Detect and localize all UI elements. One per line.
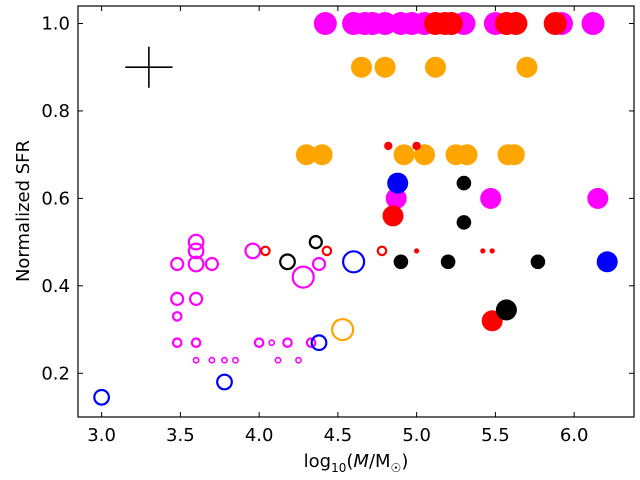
x-tick-label: 3.5	[166, 425, 195, 446]
red-point-12	[321, 245, 333, 257]
x-ticks: 3.0 3.5 4.0 4.5 5.0 5.5 6.0	[87, 6, 588, 446]
orange-point-13	[331, 318, 355, 342]
x-tick-label: 5.5	[481, 425, 510, 446]
y-tick-label: 0.2	[41, 363, 70, 384]
magenta-point-1	[313, 12, 337, 35]
magenta-point-12	[581, 12, 605, 35]
orange-point-1	[351, 56, 372, 78]
red-point-3	[439, 12, 463, 35]
magenta-point-29	[253, 337, 265, 348]
error-cross	[125, 46, 173, 88]
magenta-point-30	[268, 339, 276, 347]
magenta-point-24	[170, 291, 185, 306]
magenta-point-31	[282, 337, 293, 348]
magenta-point-13	[385, 187, 407, 209]
magenta-point-32	[305, 337, 317, 348]
black-point-9	[308, 235, 323, 250]
orange-point-4	[516, 56, 538, 78]
red-point-7	[384, 141, 393, 151]
magenta-point-15	[587, 187, 609, 209]
black-point-2	[456, 175, 472, 191]
red-point-10	[481, 310, 503, 332]
black-point-6	[530, 254, 546, 270]
y-ticks: 0.2 0.4 0.6 0.8 1.0	[41, 13, 634, 384]
red-point-14	[414, 248, 420, 254]
orange-point-10	[456, 144, 478, 166]
magenta-point-19	[187, 255, 205, 273]
x-tick-label: 4.0	[245, 425, 274, 446]
red-point-13	[376, 245, 388, 257]
orange-point-8	[414, 144, 435, 166]
black-point-4	[393, 254, 409, 270]
magenta-point-35	[221, 356, 228, 364]
magenta-point-17	[187, 242, 205, 260]
magenta-point-22	[311, 256, 327, 272]
x-tick-label: 4.5	[324, 425, 353, 446]
blue-point-3	[342, 250, 366, 274]
magenta-point-26	[171, 311, 183, 322]
magenta-point-38	[295, 356, 302, 364]
orange-point-12	[503, 144, 525, 166]
orange-point-2	[374, 56, 396, 78]
plot-frame	[77, 5, 635, 418]
x-tick-label: 5.0	[402, 425, 431, 446]
blue-point-5	[216, 373, 233, 391]
y-tick-label: 0.4	[41, 276, 70, 297]
magenta-point-37	[274, 356, 282, 364]
magenta-point-23	[291, 265, 315, 289]
magenta-point-5	[373, 12, 397, 35]
magenta-point-20	[204, 256, 219, 272]
red-point-8	[412, 141, 421, 151]
blue-point-1	[387, 172, 409, 194]
x-axis-label: log10(M/M☉)	[304, 451, 409, 475]
magenta-point-28	[190, 337, 202, 348]
black-point-5	[440, 254, 456, 270]
orange-point-5	[295, 144, 317, 166]
magenta-point-27	[171, 337, 183, 348]
y-tick-label: 1.0	[41, 13, 70, 34]
magenta-point-21	[244, 242, 262, 260]
black-point-7	[495, 299, 517, 321]
y-axis-label: Normalized SFR	[13, 140, 34, 282]
blue-point-4	[310, 334, 328, 352]
red-point-9	[382, 205, 404, 227]
red-point-11	[260, 245, 271, 257]
magenta-point-33	[192, 356, 200, 364]
blue-point-6	[93, 388, 110, 406]
magenta-point-14	[480, 187, 502, 209]
red-point-15	[480, 248, 486, 254]
red-point-16	[489, 248, 495, 254]
magenta-point-36	[232, 356, 239, 364]
magenta-point-25	[189, 291, 204, 306]
orange-point-6	[311, 144, 333, 166]
magenta-point-34	[208, 356, 216, 364]
black-point-3	[456, 215, 472, 230]
red-point-5	[504, 12, 528, 35]
y-tick-label: 0.6	[41, 188, 70, 209]
magenta-point-16	[187, 233, 205, 251]
data-markers	[93, 12, 618, 406]
magenta-point-18	[170, 256, 185, 272]
black-point-8	[279, 253, 296, 271]
x-tick-label: 6.0	[560, 425, 589, 446]
orange-point-7	[393, 144, 415, 166]
red-point-6	[543, 12, 567, 35]
blue-point-2	[596, 251, 618, 273]
orange-point-3	[425, 56, 446, 78]
x-tick-label: 3.0	[87, 425, 116, 446]
y-tick-label: 0.8	[41, 101, 70, 122]
